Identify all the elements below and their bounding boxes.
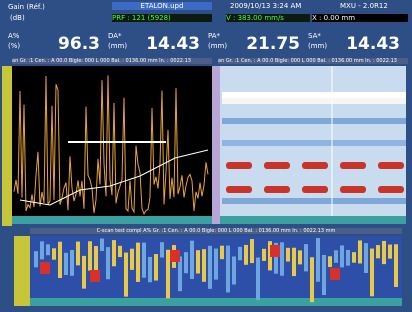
scan-texture [222,198,406,204]
scan-texture [352,252,356,263]
scan-texture [292,248,296,276]
scan-texture [226,186,252,193]
screen: Gain (Réf.) (dB) ETALON.upd 2009/10/13 3… [0,0,412,312]
scan-texture [112,240,116,266]
scan-texture [82,256,86,289]
scan-texture [280,242,284,275]
scan-texture [222,92,406,98]
scan-texture [88,241,92,270]
scan-texture [118,246,122,257]
scan-texture [370,249,374,297]
scan-texture [340,186,366,193]
scan-texture [262,249,266,261]
scan-texture [286,248,290,262]
scans [0,0,412,312]
scan-texture [378,162,404,169]
scan-texture [256,258,260,301]
scan-texture [304,244,308,271]
scan-texture [302,162,328,169]
scan-texture [302,186,328,193]
scan-texture [166,250,170,299]
scan-texture [220,246,224,259]
scan-texture [160,242,164,257]
scan-texture [184,252,188,273]
scan-texture [64,253,68,275]
scan-texture [46,244,50,255]
scan-texture [378,186,404,193]
scan-texture [364,243,368,273]
scan-texture [222,140,406,146]
scan-texture [328,256,332,267]
scan-texture [52,248,56,259]
scan-texture [90,270,100,282]
scan-texture [208,246,212,289]
scan-texture [226,246,230,293]
scan-texture [310,257,314,302]
scan-texture [222,98,406,104]
scan-texture [322,255,326,295]
scan-texture [244,245,248,265]
scan-texture [136,243,140,282]
scan-texture [250,239,254,263]
ascan-axis [12,216,212,224]
scan-texture [106,247,110,279]
scan-texture [382,241,386,264]
scan-texture [340,162,366,169]
scan-texture [264,186,290,193]
scan-texture [346,250,350,266]
scan-texture [214,249,218,280]
scan-texture [358,240,362,263]
scan-texture [70,250,74,276]
scan-texture [40,241,44,259]
scan-texture [34,251,38,267]
scan-texture [298,250,302,264]
ruler [212,66,220,224]
scan-texture [264,162,290,169]
scan-texture [124,253,128,297]
ruler [2,66,12,226]
scan-texture [196,250,200,273]
scan-texture [394,244,398,287]
scan-texture [388,245,392,259]
scan-texture [316,238,320,282]
ruler [14,236,30,306]
scan-texture [154,254,158,280]
scan-texture [142,243,146,278]
scan-texture [334,250,338,263]
scan-texture [100,239,104,251]
bscan-axis [220,216,406,224]
scan-texture [376,245,380,258]
scan-texture [330,268,340,280]
scan-texture [202,249,206,282]
cscan-axis [30,298,402,306]
scan-texture [76,242,80,266]
scan-texture [170,250,180,262]
scan-texture [232,256,236,284]
scan-texture [148,257,152,282]
scan-texture [58,242,62,278]
scan-texture [190,241,194,279]
scan-texture [340,245,344,267]
scan-texture [270,245,280,257]
scan-texture [226,162,252,169]
scan-texture [40,262,50,274]
scan-texture [222,118,406,124]
scan-texture [238,247,242,260]
scan-texture [130,249,134,270]
